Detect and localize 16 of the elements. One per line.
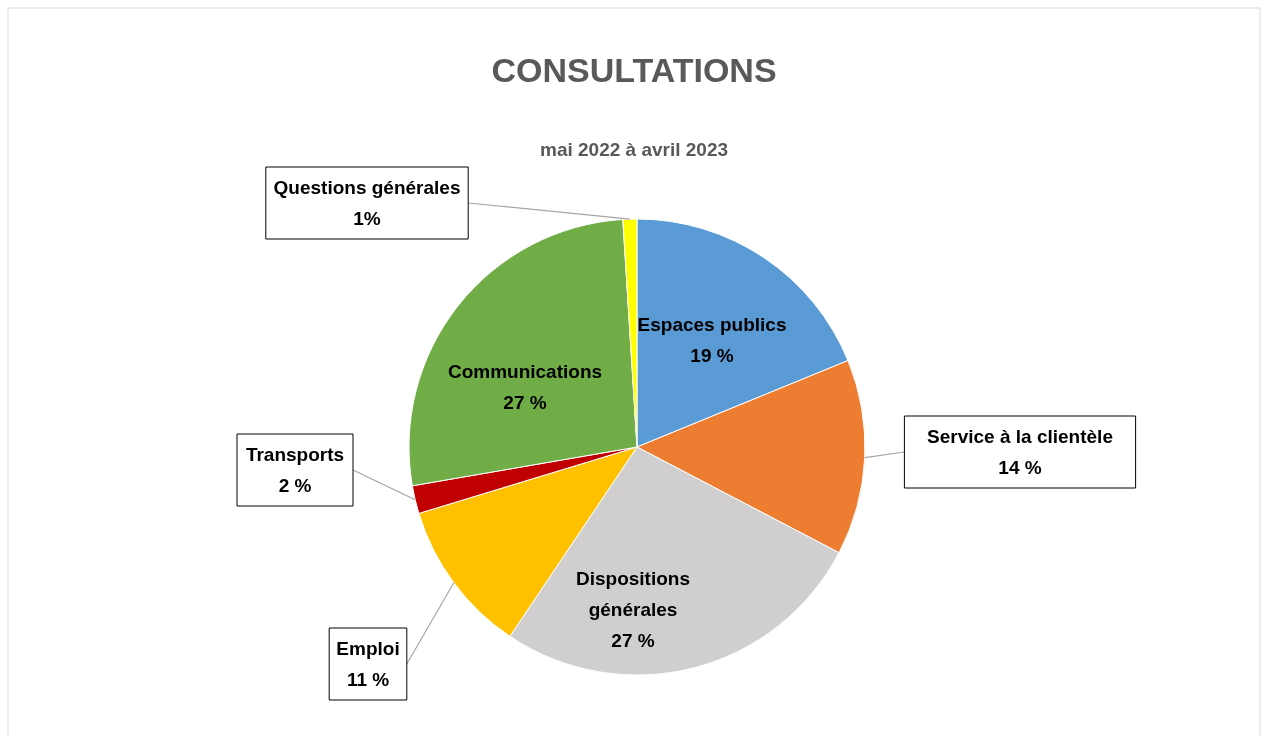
slice-label: Transports — [245, 443, 345, 465]
slice-label: Service à la clientèle — [927, 425, 1113, 447]
slice-label: Questions générales — [273, 176, 461, 198]
slice-label: Communications — [447, 360, 603, 382]
data-label: 19 % — [690, 344, 734, 366]
data-label: 2 % — [278, 474, 312, 496]
data-label: 14 % — [998, 456, 1042, 478]
data-label: 27 % — [611, 630, 655, 651]
data-label: 27 % — [503, 391, 547, 413]
slice-label: Emploi — [336, 637, 400, 659]
slice-label: Espaces publics — [637, 313, 787, 335]
chart-subtitle: mai 2022 à avril 2023 — [539, 139, 729, 160]
data-label: 11 % — [346, 668, 390, 690]
slice-label: Dispositions générales — [575, 568, 691, 620]
chart-title: CONSULTATIONS — [491, 51, 777, 89]
data-label: 1% — [353, 207, 381, 229]
